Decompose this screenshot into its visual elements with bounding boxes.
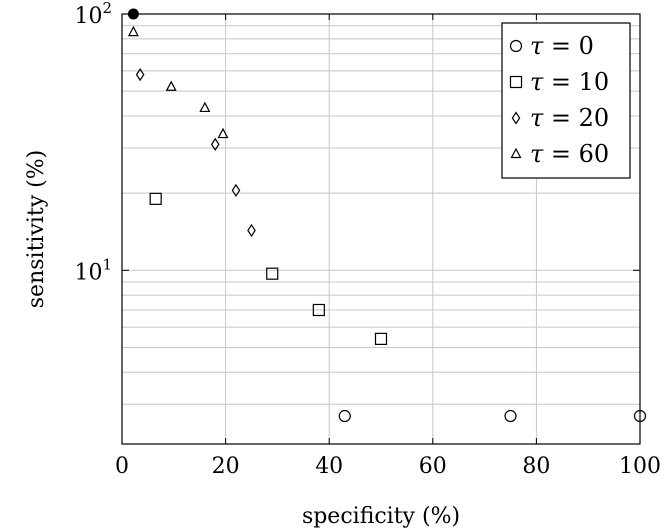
series-circle — [338, 409, 647, 423]
x-tick-label: 0 — [115, 454, 129, 479]
triangle-point — [127, 25, 139, 37]
triangle-point — [199, 101, 211, 113]
axis-ticks: 0 20 40 60 80 100 101 102 — [74, 0, 661, 479]
x-tick-label: 80 — [522, 454, 550, 479]
legend-circle-icon — [509, 39, 523, 53]
x-tick-label: 100 — [619, 454, 661, 479]
legend-diamond-icon — [511, 111, 521, 125]
x-tick-label: 60 — [419, 454, 447, 479]
x-axis-label: specificity (%) — [302, 504, 460, 529]
plot-frame — [121, 13, 641, 445]
square-point — [312, 303, 325, 317]
legend-item: τ = 10 — [509, 68, 609, 96]
legend-triangle-icon — [510, 147, 522, 159]
series-triangle — [127, 25, 229, 139]
legend-item: τ = 60 — [510, 140, 609, 168]
diamond-point — [247, 223, 256, 238]
diamond-point — [210, 137, 220, 151]
diamond-point — [135, 68, 145, 82]
highlight-point — [127, 8, 139, 20]
circle-point — [504, 409, 517, 423]
series-diamond — [135, 68, 256, 238]
legend-item: τ = 20 — [511, 104, 609, 132]
legend-item: τ = 0 — [509, 32, 594, 60]
x-tick-label: 20 — [212, 454, 240, 479]
square-point — [149, 192, 162, 205]
data-points — [127, 8, 647, 423]
legend-square-icon — [509, 75, 523, 89]
diamond-point — [231, 183, 241, 197]
series-square — [149, 192, 388, 345]
square-point — [266, 267, 279, 280]
legend-box — [501, 22, 631, 179]
triangle-point — [165, 80, 177, 91]
x-tick-label: 40 — [315, 454, 343, 479]
legend-label: τ = 0 — [530, 32, 594, 60]
square-point — [374, 332, 388, 345]
y-tick-label: 101 — [74, 255, 112, 285]
triangle-point — [217, 127, 229, 139]
y-axis-label: sensitivity (%) — [24, 150, 49, 308]
legend: τ = 0 τ = 10 τ = 20 τ = 60 — [501, 22, 631, 179]
legend-label: τ = 60 — [530, 140, 609, 168]
legend-label: τ = 10 — [530, 68, 609, 96]
y-tick-label: 102 — [74, 0, 112, 29]
legend-label: τ = 20 — [530, 104, 609, 132]
circle-point — [633, 409, 647, 423]
circle-point — [338, 409, 351, 423]
